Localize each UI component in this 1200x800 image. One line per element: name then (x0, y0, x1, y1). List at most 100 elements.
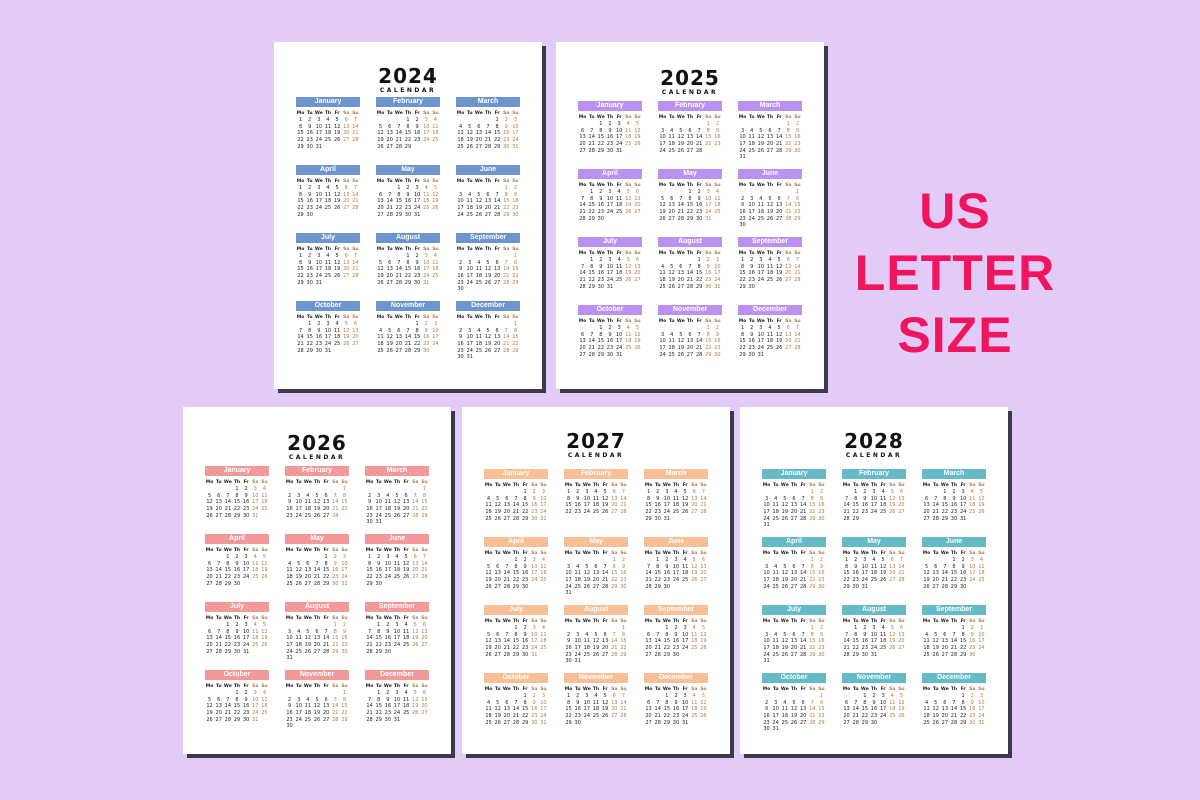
day-cell: 15 (503, 198, 510, 205)
day-cell: 8 (504, 191, 508, 198)
day-cell: 8 (415, 327, 419, 334)
day-cell: 7 (801, 631, 805, 638)
weekday-label: Tu (215, 480, 222, 485)
day-cell: 16 (818, 638, 825, 645)
day-cell: 22 (395, 205, 403, 212)
day-cell: 8 (367, 560, 372, 567)
day-cell: 24 (375, 512, 382, 519)
day-cell: 15 (785, 134, 792, 141)
weekday-label: Tu (588, 115, 595, 120)
day-cell: 23 (233, 574, 241, 581)
day-cell: 24 (423, 273, 430, 280)
day-cell: 3 (253, 690, 257, 697)
weekday-label: Sa (691, 551, 698, 556)
weekday-label: We (582, 483, 591, 488)
day-cell: 5 (679, 331, 683, 338)
day-cell: 16 (870, 706, 878, 713)
day-cell: 18 (540, 570, 547, 577)
day-cell: 14 (503, 266, 510, 273)
day-cell: 5 (890, 489, 894, 496)
calendar-page-2028: 2028 CALENDAR January Mo Tu We Th Fr Sa Su 1 2 3 4 5… (740, 407, 1008, 754)
weekday-label: Sa (343, 315, 350, 320)
day-cell: 1 (235, 690, 239, 697)
day-cell: 15 (959, 706, 967, 713)
day-cell: 13 (579, 338, 586, 345)
day-cell: 15 (695, 270, 703, 277)
day-cell: 24 (763, 515, 770, 522)
weekday-label: Tu (215, 684, 222, 689)
day-cell: 21 (313, 574, 321, 581)
day-cell: 17 (242, 567, 250, 574)
day-cell: 8 (514, 563, 518, 570)
day-cell: 21 (503, 273, 510, 280)
day-cell: 30 (531, 515, 538, 522)
day-cell: 30 (384, 716, 392, 723)
day-cell: 21 (503, 341, 510, 348)
day-cell: 24 (295, 716, 302, 723)
weekday-label: Sa (332, 548, 339, 553)
weekday-label: We (582, 619, 591, 624)
day-cell: 9 (697, 195, 701, 202)
day-cell: 21 (412, 506, 419, 513)
day-cell: 8 (786, 127, 790, 134)
day-cell: 18 (574, 577, 581, 584)
day-cell: 18 (333, 334, 341, 341)
day-cell: 7 (656, 631, 660, 638)
day-cell: 13 (493, 266, 501, 273)
day-cell: 9 (706, 263, 710, 270)
weekday-label: Fr (880, 619, 886, 624)
day-cell: 11 (772, 570, 779, 577)
weekday-label: Sa (503, 111, 510, 116)
day-cell: 15 (512, 638, 520, 645)
day-cell: 14 (484, 130, 492, 137)
day-cell: 10 (315, 123, 323, 130)
day-cell: 15 (794, 202, 801, 209)
day-cell: 11 (659, 270, 666, 277)
day-cell: 22 (565, 713, 572, 720)
day-cell: 3 (715, 257, 720, 264)
day-cell: 26 (923, 583, 930, 590)
day-cell: 28 (601, 583, 609, 590)
day-cell: 30 (950, 515, 958, 522)
day-cell: 13 (386, 130, 393, 137)
day-cell: 14 (224, 499, 232, 506)
day-cell: 19 (412, 635, 419, 642)
day-cell: 26 (601, 713, 609, 720)
day-cell: 14 (352, 259, 359, 266)
day-cell: 4 (774, 631, 778, 638)
day-cell: 22 (818, 713, 825, 720)
day-cell: 8 (740, 263, 745, 270)
month-header: June (644, 537, 708, 547)
day-cell: 12 (313, 499, 321, 506)
weekday-label: Th (672, 619, 680, 624)
day-cell: 21 (799, 577, 807, 584)
day-cell: 8 (665, 699, 669, 706)
day-cell: 25 (475, 279, 483, 286)
day-cell: 28 (588, 351, 595, 358)
day-cell: 27 (634, 209, 641, 216)
weekday-label: Su (341, 684, 348, 689)
weekday-label: Su (512, 247, 519, 252)
day-cell: 27 (668, 215, 675, 222)
day-cell: 29 (695, 283, 703, 290)
day-cell: 20 (785, 270, 792, 277)
day-cell: 8 (810, 495, 814, 502)
day-cell: 9 (244, 492, 248, 499)
weekday-label: Su (714, 319, 721, 324)
day-cell: 15 (852, 502, 859, 509)
day-cell: 18 (625, 134, 632, 141)
weekday-label: Fr (776, 115, 782, 120)
day-cell: 8 (397, 191, 401, 198)
day-cell: 13 (941, 706, 949, 713)
day-cell: 16 (306, 266, 313, 273)
weekday-label: Th (672, 551, 680, 556)
day-cell: 10 (466, 334, 473, 341)
day-cell: 17 (705, 202, 712, 209)
day-cell: 1 (308, 321, 312, 328)
weekday-label: Fr (403, 616, 409, 621)
day-cell: 11 (672, 495, 680, 502)
day-cell: 24 (315, 137, 323, 144)
day-cell: 17 (242, 635, 250, 642)
month-header: July (762, 605, 826, 615)
weekday-label: Mo (365, 616, 374, 621)
